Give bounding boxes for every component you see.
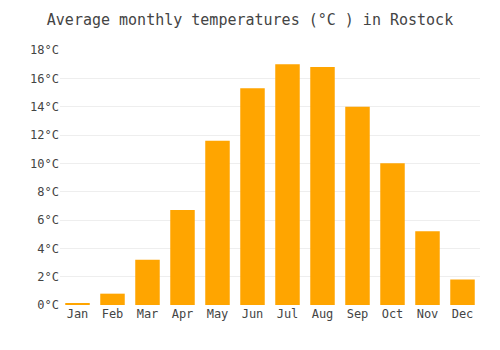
svg-text:Nov: Nov	[417, 307, 439, 321]
svg-text:Jun: Jun	[242, 307, 264, 321]
svg-text:2°C: 2°C	[37, 270, 59, 284]
svg-text:Jan: Jan	[67, 307, 89, 321]
svg-text:18°C: 18°C	[30, 43, 59, 57]
svg-text:Feb: Feb	[102, 307, 124, 321]
svg-text:Dec: Dec	[452, 307, 474, 321]
svg-text:May: May	[207, 307, 229, 321]
svg-text:16°C: 16°C	[30, 72, 59, 86]
svg-text:0°C: 0°C	[37, 298, 59, 312]
svg-text:4°C: 4°C	[37, 242, 59, 256]
svg-text:Sep: Sep	[347, 307, 369, 321]
svg-text:Mar: Mar	[137, 307, 159, 321]
svg-text:Oct: Oct	[382, 307, 404, 321]
svg-text:Average monthly temperatures (: Average monthly temperatures (°C ) in Ro…	[47, 11, 453, 29]
svg-text:6°C: 6°C	[37, 213, 59, 227]
svg-text:Jul: Jul	[277, 307, 299, 321]
svg-text:14°C: 14°C	[30, 100, 59, 114]
svg-text:Aug: Aug	[312, 307, 334, 321]
svg-text:Apr: Apr	[172, 307, 194, 321]
svg-text:12°C: 12°C	[30, 128, 59, 142]
svg-text:8°C: 8°C	[37, 185, 59, 199]
svg-text:10°C: 10°C	[30, 157, 59, 171]
